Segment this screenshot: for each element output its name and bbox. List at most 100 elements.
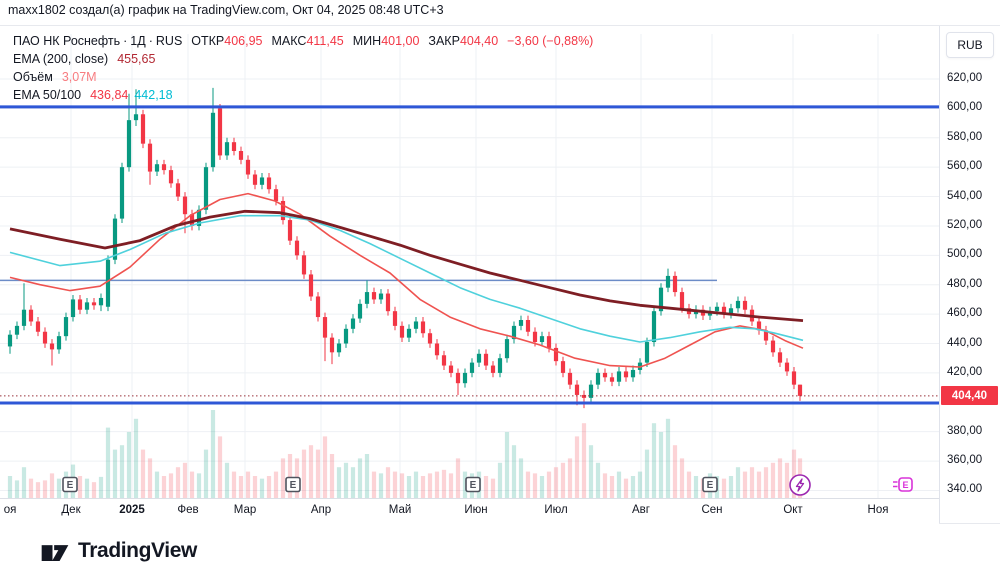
candle-body: [224, 142, 230, 156]
volume-bar: [546, 471, 552, 498]
attribution-text: maxx1802 создал(а) график на TradingView…: [8, 3, 444, 17]
volume-bar: [329, 454, 335, 498]
volume-bar: [259, 478, 265, 498]
candle-body: [245, 159, 251, 175]
candle-body: [483, 353, 489, 366]
candle-body: [161, 164, 167, 171]
low-label: МИН: [352, 34, 382, 48]
earnings-icon[interactable]: E: [285, 476, 301, 493]
candle-body: [252, 174, 258, 185]
candle-body: [756, 321, 762, 331]
candle-body: [623, 371, 629, 378]
volume-bar: [665, 418, 671, 498]
time-tick-label: Авг: [632, 504, 650, 516]
volume-bar: [112, 449, 118, 498]
time-tick-label: Июл: [544, 504, 568, 516]
candle-body: [126, 120, 132, 168]
volume-bar: [483, 476, 489, 498]
candle-body: [728, 308, 734, 315]
price-tick-label: 420,00: [947, 365, 983, 378]
volume-bar: [791, 449, 797, 498]
low-value: 401,00: [381, 34, 420, 48]
price-scale[interactable]: RUB 404,40 620,00 600,00 580,00 560,00 540,0…: [939, 26, 1000, 523]
candle-body: [476, 353, 482, 363]
currency-button[interactable]: RUB: [946, 32, 994, 58]
candle-body: [735, 300, 741, 309]
time-tick-label: 2025: [119, 504, 145, 516]
volume-bar: [728, 476, 734, 498]
volume-bar: [350, 467, 356, 498]
candle-body: [308, 274, 314, 297]
volume-bar: [504, 432, 510, 498]
legend-symbol-row[interactable]: ПАО НК Роснефть · 1Д · RUS ОТКР406,95 МАКС411,…: [13, 34, 594, 48]
earnings-icon-letter: E: [707, 480, 714, 491]
candle-body: [581, 394, 587, 398]
time-scale[interactable]: оя Дек 2025 Фев Мар Апр Май Июн Июл Авг Сен Окт Ноя: [0, 498, 939, 524]
volume-bar: [392, 471, 398, 498]
volume-bar: [371, 471, 377, 498]
volume-bar: [602, 473, 608, 498]
candle-body: [448, 365, 454, 373]
open-label: ОТКР: [191, 34, 225, 48]
volume-bar: [777, 458, 783, 498]
ema50-100-label: EMA 50/100: [13, 88, 82, 102]
volume-bar: [14, 480, 20, 498]
candle-body: [91, 302, 97, 306]
candle-body: [189, 214, 195, 226]
candle-body: [294, 240, 300, 256]
high-label: МАКС: [271, 34, 307, 48]
volume-bar: [77, 476, 83, 498]
earnings-icon[interactable]: E: [465, 476, 481, 493]
lightning-icon[interactable]: [789, 474, 811, 496]
legend-ema50-100-row[interactable]: EMA 50/100 436,84 442,18: [13, 86, 593, 104]
candle-body: [35, 321, 41, 332]
volume-bar: [84, 478, 90, 498]
volume-bar: [119, 445, 125, 498]
candle-body: [203, 167, 209, 210]
candle-body: [140, 114, 146, 144]
candle-body: [21, 309, 27, 326]
candle-body: [175, 183, 181, 197]
volume-bar: [679, 458, 685, 498]
candle-body: [98, 297, 104, 306]
candle-body: [644, 342, 650, 363]
candle-body: [602, 372, 608, 378]
volume-bar: [497, 462, 503, 498]
ema50-value: 436,84: [90, 88, 129, 102]
earnings-icon[interactable]: E: [62, 476, 78, 493]
earnings-icon-box: [62, 476, 78, 493]
volume-bar: [161, 476, 167, 498]
volume-bar: [140, 449, 146, 498]
future-earnings-icon[interactable]: E: [893, 477, 913, 492]
candle-body: [777, 352, 783, 363]
legend-ema200-row[interactable]: EMA (200, close) 455,65: [13, 50, 593, 68]
price-tick-label: 520,00: [947, 218, 983, 231]
volume-bar: [168, 473, 174, 498]
volume-bar: [553, 467, 559, 498]
candle-body: [797, 384, 803, 396]
volume-bar: [231, 471, 237, 498]
volume-bar: [154, 471, 160, 498]
candle-body: [168, 170, 174, 184]
volume-bar: [749, 467, 755, 498]
earnings-icon[interactable]: E: [702, 476, 718, 493]
candle-body: [434, 343, 440, 356]
volume-bar: [462, 471, 468, 498]
price-tick-label: 540,00: [947, 189, 983, 202]
tradingview-logo[interactable]: TradingView: [40, 538, 197, 564]
price-tick-label: 380,00: [947, 424, 983, 437]
volume-bar: [210, 410, 216, 498]
candle-body: [336, 343, 342, 353]
volume-bar: [126, 432, 132, 498]
volume-bar: [182, 462, 188, 498]
volume-bar: [595, 462, 601, 498]
candle-body: [469, 362, 475, 373]
volume-bar: [427, 473, 433, 498]
candle-body: [714, 306, 720, 312]
candle-body: [28, 309, 34, 322]
candle-body: [679, 292, 685, 309]
volume-bar: [28, 478, 34, 498]
volume-bar: [441, 469, 447, 498]
legend-volume-row[interactable]: Объём 3,07M: [13, 68, 593, 86]
